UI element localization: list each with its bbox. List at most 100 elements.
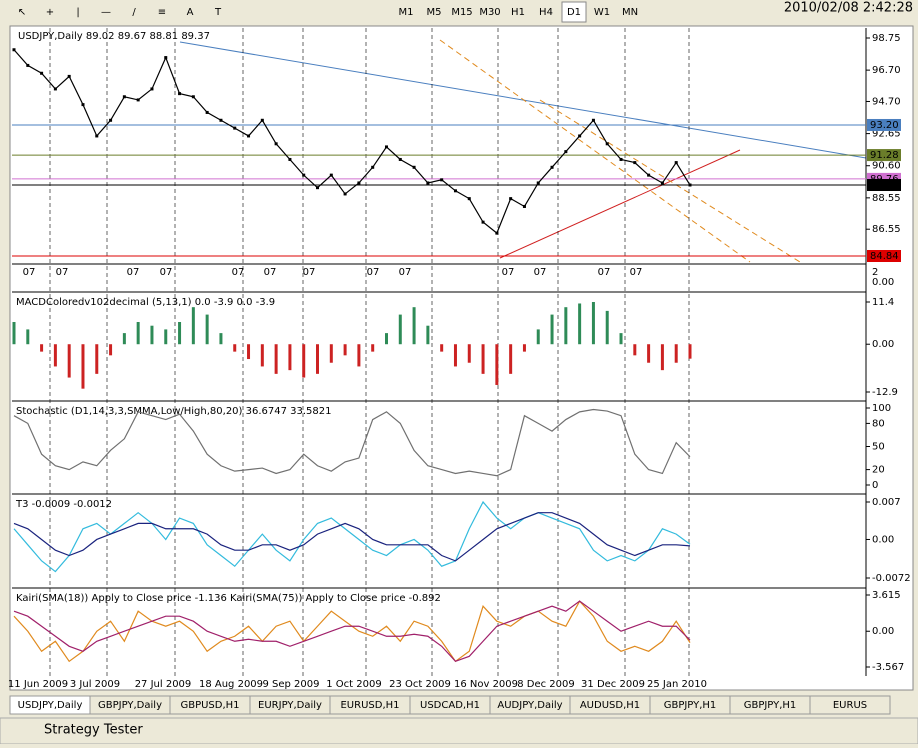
tab[interactable] xyxy=(809,695,891,715)
tab-label[interactable]: AUDJPY,Daily xyxy=(497,700,562,711)
tab-label[interactable]: EURUSD,H1 xyxy=(340,700,399,711)
marker: 07 xyxy=(303,267,316,278)
close-bar xyxy=(564,150,568,154)
tool-icon[interactable]: ↖ xyxy=(18,7,26,18)
timeframe-button[interactable]: W1 xyxy=(594,7,610,18)
trendline xyxy=(499,149,741,259)
price-level-label: 89.37 xyxy=(870,180,899,191)
active-timeframe[interactable] xyxy=(561,1,587,23)
chart-area xyxy=(9,25,914,691)
timeframe-button[interactable]: M5 xyxy=(427,7,442,18)
date-label: 16 Nov 2009 xyxy=(454,679,518,690)
close-bar xyxy=(233,126,237,130)
timeframe-button[interactable]: D1 xyxy=(567,7,581,18)
tool-icon[interactable]: — xyxy=(101,7,111,18)
close-bar xyxy=(467,197,471,201)
close-bar xyxy=(633,161,637,165)
tool-icon[interactable]: T xyxy=(214,7,222,18)
date-label: 18 Aug 2009 xyxy=(199,679,263,690)
y-tick-label: 90.60 xyxy=(872,161,901,172)
close-bar xyxy=(288,157,292,161)
marker: 07 xyxy=(534,267,547,278)
timeframe-button[interactable]: H1 xyxy=(511,7,525,18)
timeframe-button[interactable]: M30 xyxy=(479,7,500,18)
channel-line xyxy=(439,39,751,263)
y-tick-label: 0.00 xyxy=(872,339,894,350)
main-title: USDJPY,Daily 89.02 89.67 88.81 89.37 xyxy=(18,31,210,42)
strategy-tester[interactable]: Strategy Tester xyxy=(44,723,143,738)
price-level-box xyxy=(867,250,901,262)
close-bar xyxy=(40,71,44,75)
y-tick-label: 88.55 xyxy=(872,193,901,204)
tab-label[interactable]: GBPUSD,H1 xyxy=(180,700,239,711)
tab-label[interactable]: USDCAD,H1 xyxy=(420,700,480,711)
y-tick-label: 100 xyxy=(872,403,891,414)
close-bar xyxy=(109,118,113,122)
y-tick-label: 0.007 xyxy=(872,497,901,508)
panel-title: MACDColoredv102decimal (5,13,1) 0.0 -3.9… xyxy=(16,297,275,308)
close-bar xyxy=(12,48,16,52)
y-tick-label: 50 xyxy=(872,442,885,453)
close-bar xyxy=(578,134,582,138)
close-bar xyxy=(688,183,692,187)
timeframe-button[interactable]: MN xyxy=(622,7,638,18)
tab-label[interactable]: GBPJPY,H1 xyxy=(744,700,797,711)
close-bar xyxy=(329,173,333,177)
y-tick-label: 2 xyxy=(872,267,878,278)
close-bar xyxy=(67,74,71,78)
y-tick-label: 3.615 xyxy=(872,590,901,601)
marker: 07 xyxy=(232,267,245,278)
y-tick-label: 92.65 xyxy=(872,129,901,140)
close-bar xyxy=(495,231,499,235)
close-bar xyxy=(122,95,126,99)
timeframe-button[interactable]: M15 xyxy=(451,7,472,18)
close-bar xyxy=(509,197,513,201)
timeframe-button[interactable]: H4 xyxy=(539,7,553,18)
strategy-tester-bar[interactable] xyxy=(0,717,918,745)
close-bar xyxy=(247,134,251,138)
tool-icon[interactable]: ≡ xyxy=(158,7,166,18)
y-tick-label: 0 xyxy=(872,480,878,491)
y-tick-label: 0.00 xyxy=(872,626,894,637)
marker: 07 xyxy=(367,267,380,278)
close-bar xyxy=(150,87,154,91)
date-label: 3 Jul 2009 xyxy=(70,679,120,690)
price-level-label: 84.84 xyxy=(870,251,899,262)
timeframe-button[interactable]: M1 xyxy=(399,7,414,18)
tab-label[interactable]: EURUS xyxy=(833,700,867,711)
close-bar xyxy=(371,165,375,169)
close-bar xyxy=(536,181,540,185)
close-bar xyxy=(26,63,30,67)
date-label: 25 Jan 2010 xyxy=(647,679,707,690)
y-tick-label: 96.70 xyxy=(872,65,901,76)
close-bar xyxy=(647,173,651,177)
tool-icon[interactable]: / xyxy=(132,7,136,18)
date-label: 9 Sep 2009 xyxy=(262,679,319,690)
panel-title: Stochastic (D1,14,3,3,SMMA,Low/High,80,2… xyxy=(16,406,332,417)
close-bar xyxy=(274,142,278,146)
marker: 07 xyxy=(127,267,140,278)
close-bar xyxy=(384,145,388,149)
close-bar xyxy=(316,186,320,190)
close-bar xyxy=(619,157,623,161)
close-bar xyxy=(136,98,140,102)
close-bar xyxy=(522,204,526,208)
close-bar xyxy=(453,189,457,193)
tab-label[interactable]: EURJPY,Daily xyxy=(258,700,322,711)
marker: 07 xyxy=(399,267,412,278)
y-tick-label: 0.00 xyxy=(872,277,894,288)
tab-label[interactable]: GBPJPY,Daily xyxy=(98,700,162,711)
y-tick-label: 86.55 xyxy=(872,224,901,235)
date-label: 8 Dec 2009 xyxy=(517,679,575,690)
tool-icon[interactable]: | xyxy=(76,7,79,18)
tool-icon[interactable]: A xyxy=(187,7,194,18)
marker: 07 xyxy=(264,267,277,278)
tool-icon[interactable]: + xyxy=(46,7,54,18)
y-tick-label: 80 xyxy=(872,418,885,429)
tab-label[interactable]: GBPJPY,H1 xyxy=(664,700,717,711)
close-bar xyxy=(440,178,444,182)
indicator-line xyxy=(13,512,691,562)
tab-label[interactable]: AUDUSD,H1 xyxy=(580,700,640,711)
tab-label[interactable]: USDJPY,Daily xyxy=(18,700,83,711)
